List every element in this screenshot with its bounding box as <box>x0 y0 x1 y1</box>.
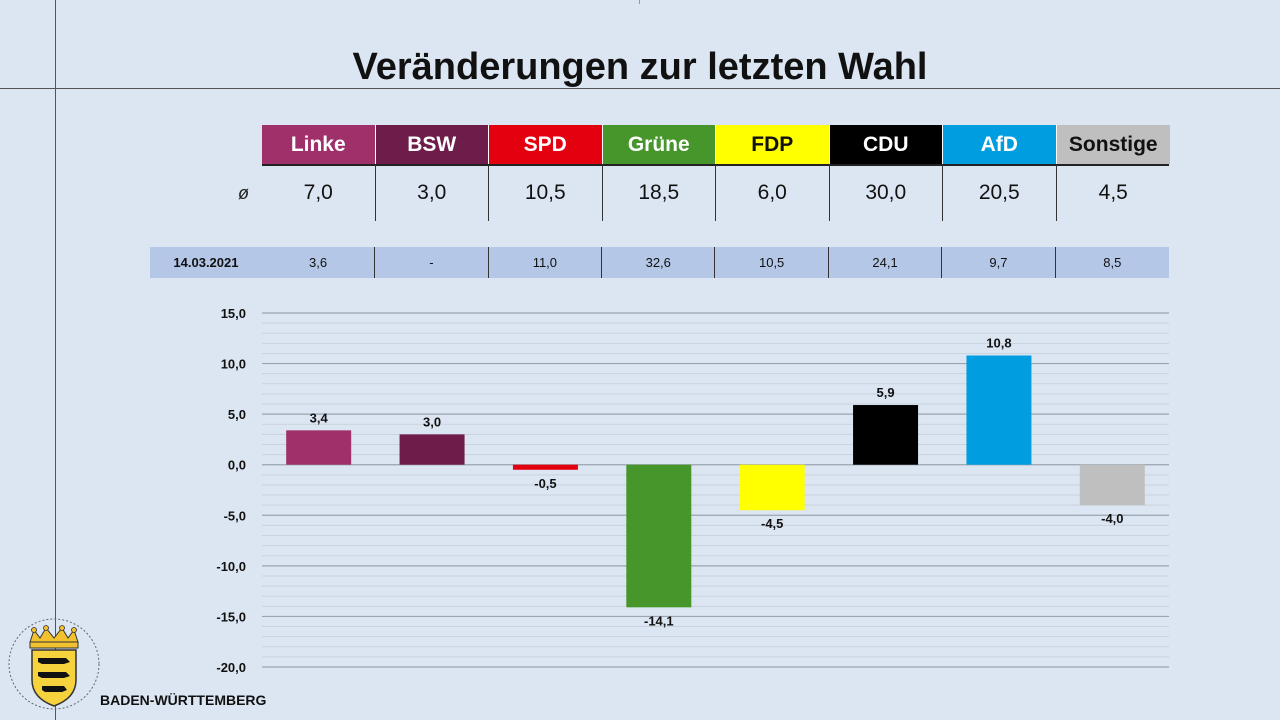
party-header-cdu: CDU <box>829 125 943 164</box>
party-header-row: Linke BSW SPD Grüne FDP CDU AfD Sonstige <box>262 125 1170 164</box>
y-tick-label: -15,0 <box>216 609 246 624</box>
party-header-bsw: BSW <box>375 125 489 164</box>
bar-cdu <box>853 405 919 465</box>
previous-result-bsw: - <box>375 247 489 278</box>
coat-of-arms-icon <box>8 618 100 710</box>
top-marker <box>639 0 640 4</box>
poll-average-grüne: 18,5 <box>603 165 716 221</box>
y-tick-label: -20,0 <box>216 660 246 675</box>
previous-election-row: 14.03.2021 3,6-11,0 32,6 10,5 24,1 9,7 8,5 <box>150 247 1169 278</box>
previous-result-sonstige: 8,5 <box>1103 255 1122 270</box>
previous-election-date: 14.03.2021 <box>173 255 239 270</box>
state-name: BADEN-WÜRTTEMBERG <box>100 692 267 708</box>
bar-value-label: -4,5 <box>761 516 783 531</box>
bar-value-label: -4,0 <box>1101 511 1123 526</box>
previous-result-linke: 3,6 <box>262 247 376 278</box>
average-symbol: ø <box>238 183 249 203</box>
previous-result-afd: 9,7 <box>942 247 1056 278</box>
poll-average-linke: 7,0 <box>262 165 376 221</box>
previous-result-cdu: 24,1 <box>829 247 943 278</box>
party-header-linke: Linke <box>262 125 376 164</box>
bar-value-label: 10,8 <box>986 335 1011 350</box>
bar-value-label: 3,0 <box>423 414 441 429</box>
poll-average-spd: 10,5 <box>489 165 603 221</box>
guide-line-horizontal <box>0 88 1280 89</box>
previous-result-fdp: 10,5 <box>715 247 829 278</box>
bar-value-label: 5,9 <box>877 385 895 400</box>
poll-average-cdu: 30,0 <box>830 165 943 221</box>
poll-average-fdp: 6,0 <box>716 165 830 221</box>
guide-line-vertical <box>55 0 56 720</box>
bar-bsw <box>399 434 465 465</box>
y-tick-label: 10,0 <box>221 357 246 372</box>
party-header-fdp: FDP <box>716 125 830 164</box>
party-header-sonstige: Sonstige <box>1056 125 1170 164</box>
party-header-afd: AfD <box>943 125 1057 164</box>
state-coat-of-arms <box>8 618 104 719</box>
poll-average-bsw: 3,0 <box>376 165 489 221</box>
party-header-grüne: Grüne <box>602 125 716 164</box>
bar-afd <box>966 355 1032 465</box>
bar-linke <box>286 430 352 465</box>
previous-result-spd: 11,0 <box>489 247 603 278</box>
bar-value-label: -0,5 <box>534 476 556 491</box>
y-tick-label: -10,0 <box>216 559 246 574</box>
y-tick-label: 0,0 <box>228 458 246 473</box>
bar-value-label: -14,1 <box>644 613 674 628</box>
poll-average-sonstige: 4,5 <box>1098 181 1128 204</box>
poll-average-row: 7,0 3,0 10,5 18,5 6,0 30,0 20,5 4,5 <box>262 165 1170 221</box>
bar-fdp <box>739 464 805 511</box>
bar-sonstige <box>1079 464 1145 506</box>
party-header-spd: SPD <box>489 125 603 164</box>
poll-average-afd: 20,5 <box>943 165 1057 221</box>
bar-spd <box>512 464 578 470</box>
y-tick-label: 5,0 <box>228 407 246 422</box>
bar-value-label: 3,4 <box>310 410 329 425</box>
y-tick-label: -5,0 <box>224 508 246 523</box>
previous-result-grüne: 32,6 <box>602 247 716 278</box>
page-title: Veränderungen zur letzten Wahl <box>352 46 928 88</box>
bar-grüne <box>626 464 692 608</box>
y-tick-label: 15,0 <box>221 306 246 321</box>
